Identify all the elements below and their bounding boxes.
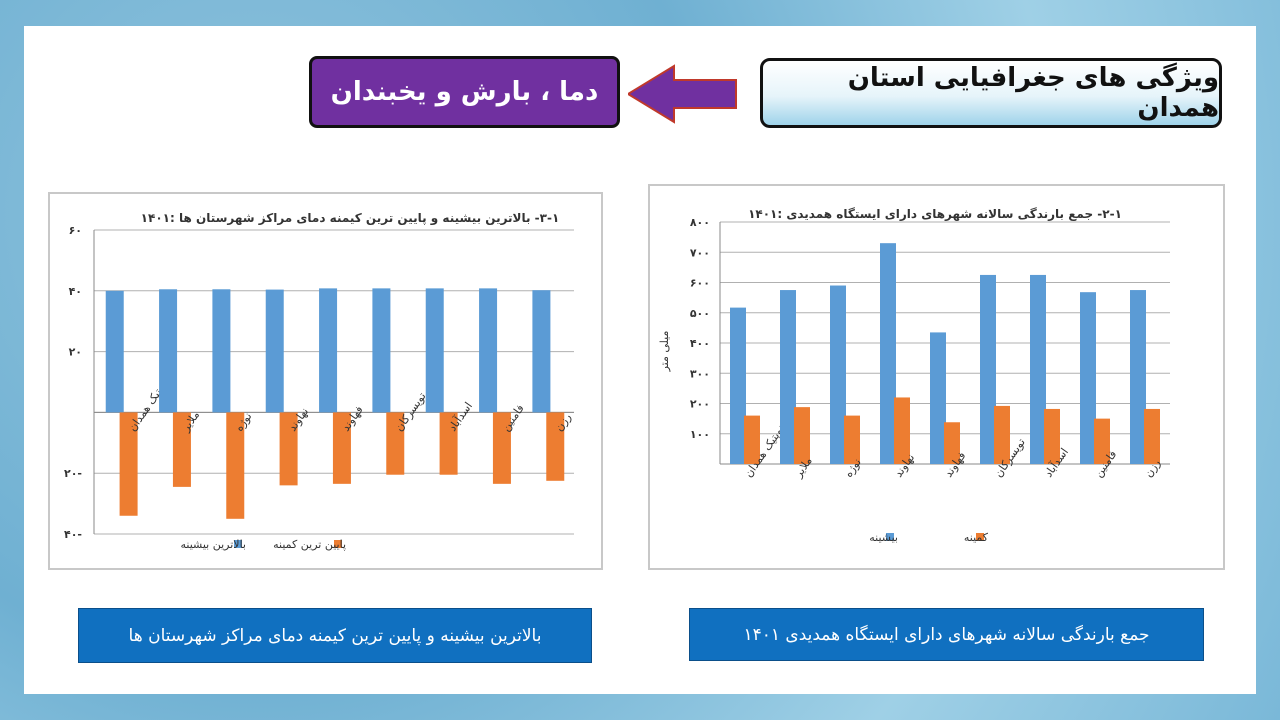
category-label: نهاوند: [286, 405, 311, 433]
chart-title: ۲-۱- جمع بارندگی سالانه شهرهای دارای ایس…: [748, 207, 1122, 221]
bar-min: [172, 412, 191, 487]
bar-min: [439, 412, 458, 475]
legend-swatch: [334, 540, 342, 548]
category-label: تویسرکان: [392, 390, 428, 434]
temperature-chart: ۳-۱- بالاترین بیشینه و پایین ترین کیمنه …: [48, 192, 603, 570]
y-tick-label: ۴۰۰: [690, 337, 710, 350]
legend-swatch: [976, 533, 984, 541]
bar-max: [105, 290, 124, 413]
precipitation-caption: جمع بارندگی سالانه شهرهای دارای ایستگاه …: [689, 608, 1204, 661]
bar-min: [1044, 408, 1060, 464]
bar-max: [1030, 274, 1046, 464]
bar-min: [944, 422, 960, 464]
y-axis-label: میلی متر: [658, 330, 671, 372]
bar-max: [372, 288, 391, 413]
bar-max: [880, 243, 896, 464]
y-tick-label: ۸۰۰: [690, 216, 710, 229]
bar-max: [319, 288, 338, 413]
legend-label: بیشینه: [869, 531, 898, 544]
bar-max: [930, 332, 946, 464]
legend-label: بالاترین بیشینه: [181, 538, 246, 551]
bar-max: [532, 290, 551, 413]
bar-max: [159, 289, 178, 413]
bar-min: [492, 412, 511, 484]
bar-min: [1144, 408, 1160, 464]
bar-min: [546, 412, 565, 481]
bar-max: [1080, 292, 1096, 464]
y-tick-label: ۵۰۰: [690, 307, 710, 320]
legend-label: کمینه: [964, 531, 989, 544]
y-tick-label: ۴۰-: [64, 528, 82, 541]
bar-max: [479, 288, 498, 413]
legend-label: پایین ترین کمینه: [273, 538, 346, 551]
bar-min: [386, 412, 405, 475]
legend-swatch: [886, 533, 894, 541]
precipitation-chart: ۲-۱- جمع بارندگی سالانه شهرهای دارای ایس…: [648, 184, 1225, 570]
precipitation-chart-svg: ۲-۱- جمع بارندگی سالانه شهرهای دارای ایس…: [658, 207, 1170, 544]
temperature-chart-svg: ۳-۱- بالاترین بیشینه و پایین ترین کیمنه …: [64, 211, 574, 551]
bar-min: [894, 397, 910, 464]
bar-min: [994, 405, 1010, 464]
arrow-left-icon: [628, 64, 737, 124]
bar-min: [119, 412, 138, 516]
bar-max: [980, 274, 996, 464]
bar-min: [226, 412, 245, 519]
chart-title: ۳-۱- بالاترین بیشینه و پایین ترین کیمنه …: [141, 211, 560, 226]
y-tick-label: ۶۰۰: [690, 277, 710, 290]
temperature-caption: بالاترین بیشینه و پایین ترین کیمنه دمای …: [78, 608, 592, 663]
bar-min: [332, 412, 351, 484]
y-tick-label: ۶۰: [69, 224, 82, 237]
bar-min: [844, 415, 860, 464]
y-tick-label: ۳۰۰: [690, 367, 710, 380]
bar-max: [1130, 290, 1146, 464]
slide-title: ویژگی های جغرافیایی استان همدان: [760, 58, 1222, 128]
y-tick-label: ۲۰-: [64, 467, 82, 480]
bar-min: [794, 407, 810, 464]
bar-max: [212, 289, 231, 413]
topic-badge: دما ، بارش و یخبندان: [309, 56, 620, 128]
y-tick-label: ۲۰۰: [690, 398, 710, 411]
y-tick-label: ۲۰: [69, 346, 82, 359]
bar-max: [265, 289, 284, 413]
bar-max: [425, 288, 444, 413]
bar-max: [830, 285, 846, 464]
bar-min: [744, 415, 760, 464]
y-tick-label: ۱۰۰: [690, 428, 710, 441]
legend-swatch: [234, 540, 242, 548]
bar-min: [1094, 418, 1110, 464]
y-tick-label: ۷۰۰: [690, 246, 710, 259]
bar-max: [780, 290, 796, 464]
bar-max: [730, 307, 746, 464]
y-tick-label: ۴۰: [69, 285, 82, 298]
bar-min: [279, 412, 298, 486]
